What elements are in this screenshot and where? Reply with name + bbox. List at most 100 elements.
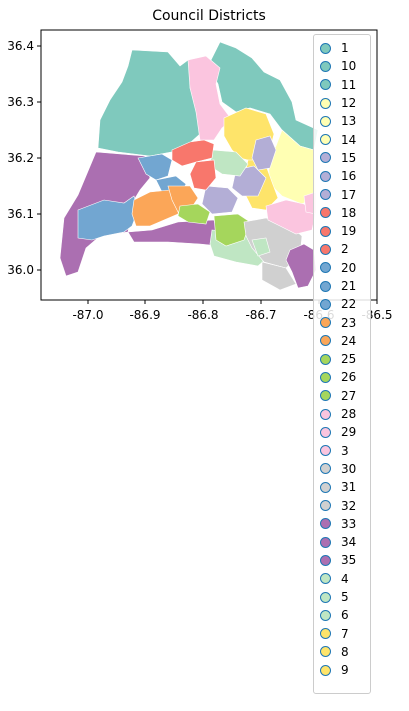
legend-marker-icon (320, 134, 331, 146)
legend-label: 6 (341, 608, 349, 623)
legend-label: 23 (341, 315, 357, 330)
legend: 1 10 11 12 13 14 15 16 17 18 19 2 20 21 22 23 24 25 26 27 28… (313, 34, 371, 694)
legend-item-17: 17 (320, 185, 370, 203)
legend-marker-icon (320, 225, 331, 237)
legend-marker-icon (320, 463, 331, 475)
district-region-23 (131, 189, 183, 227)
legend-marker-icon (320, 280, 331, 292)
y-tick-label: 36.1 (7, 207, 34, 221)
legend-label: 8 (341, 644, 349, 659)
legend-marker-icon (320, 262, 331, 274)
legend-item-14: 14 (320, 130, 370, 148)
x-tick-label: -87.0 (72, 308, 103, 322)
legend-label: 24 (341, 333, 357, 348)
legend-marker-icon (320, 335, 331, 347)
district-region-19 (189, 159, 217, 191)
x-tick-label: -86.7 (245, 308, 276, 322)
legend-label: 28 (341, 407, 357, 422)
legend-marker-icon (320, 536, 331, 548)
legend-label: 21 (341, 279, 357, 293)
legend-item-7: 7 (320, 625, 370, 643)
legend-item-26: 26 (320, 368, 370, 386)
legend-item-34: 34 (320, 533, 370, 551)
legend-label: 9 (341, 663, 349, 678)
y-tick-label: 36.2 (7, 151, 34, 165)
x-tick-label: -86.8 (187, 308, 218, 322)
legend-marker-icon (320, 628, 331, 640)
legend-marker-icon (320, 664, 331, 676)
legend-label: 20 (341, 260, 357, 275)
legend-marker-icon (320, 60, 331, 72)
legend-label: 2 (341, 242, 349, 257)
legend-item-25: 25 (320, 350, 370, 368)
legend-item-20: 20 (320, 259, 370, 277)
legend-label: 11 (341, 77, 357, 92)
axes-frame (40, 29, 378, 301)
district-region-22 (77, 195, 139, 241)
legend-label: 1 (341, 41, 349, 56)
legend-item-1: 1 (320, 39, 370, 57)
legend-item-8: 8 (320, 643, 370, 661)
district-region-2 (171, 139, 215, 167)
legend-label: 4 (341, 571, 349, 586)
legend-item-4: 4 (320, 570, 370, 588)
legend-marker-icon (320, 115, 331, 127)
legend-item-3: 3 (320, 442, 370, 460)
legend-label: 12 (341, 96, 357, 111)
legend-item-28: 28 (320, 405, 370, 423)
legend-marker-icon (320, 518, 331, 530)
legend-marker-icon (320, 646, 331, 658)
legend-marker-icon (320, 390, 331, 402)
legend-marker-icon (320, 243, 331, 255)
district-region-15 (251, 135, 277, 171)
legend-label: 17 (341, 187, 357, 202)
legend-item-2: 2 (320, 240, 370, 258)
legend-marker-icon (320, 353, 331, 365)
legend-item-35: 35 (320, 551, 370, 569)
legend-label: 13 (341, 114, 357, 129)
legend-marker-icon (320, 79, 331, 91)
legend-item-29: 29 (320, 423, 370, 441)
legend-marker-icon (320, 298, 331, 310)
legend-marker-icon (320, 408, 331, 420)
legend-marker-icon (320, 152, 331, 164)
y-axis (37, 45, 41, 271)
legend-label: 35 (341, 553, 357, 568)
legend-item-5: 5 (320, 588, 370, 606)
y-tick-label: 36.4 (7, 39, 34, 53)
legend-label: 29 (341, 425, 357, 440)
legend-label: 32 (341, 498, 357, 513)
legend-marker-icon (320, 317, 331, 329)
legend-item-12: 12 (320, 94, 370, 112)
district-region-28 (265, 199, 317, 235)
legend-label: 25 (341, 352, 357, 367)
legend-item-22: 22 (320, 295, 370, 313)
legend-label: 27 (341, 388, 357, 403)
legend-label: 19 (341, 224, 357, 239)
legend-item-27: 27 (320, 387, 370, 405)
district-region-4 (251, 237, 271, 257)
legend-marker-icon (320, 481, 331, 493)
legend-item-21: 21 (320, 277, 370, 295)
legend-marker-icon (320, 371, 331, 383)
legend-label: 33 (341, 516, 357, 531)
legend-item-31: 31 (320, 478, 370, 496)
legend-item-18: 18 (320, 204, 370, 222)
legend-label: 5 (341, 590, 349, 605)
legend-label: 3 (341, 443, 349, 458)
legend-item-33: 33 (320, 515, 370, 533)
legend-marker-icon (320, 591, 331, 603)
legend-item-24: 24 (320, 332, 370, 350)
legend-marker-icon (320, 500, 331, 512)
chart-title: Council Districts (152, 8, 266, 24)
legend-marker-icon (320, 609, 331, 621)
legend-label: 10 (341, 59, 357, 74)
legend-marker-icon (320, 170, 331, 182)
district-region-33 (285, 243, 317, 289)
legend-label: 30 (341, 461, 357, 476)
legend-item-6: 6 (320, 606, 370, 624)
district-region-26 (213, 213, 251, 247)
legend-label: 26 (341, 370, 357, 385)
legend-marker-icon (320, 426, 331, 438)
